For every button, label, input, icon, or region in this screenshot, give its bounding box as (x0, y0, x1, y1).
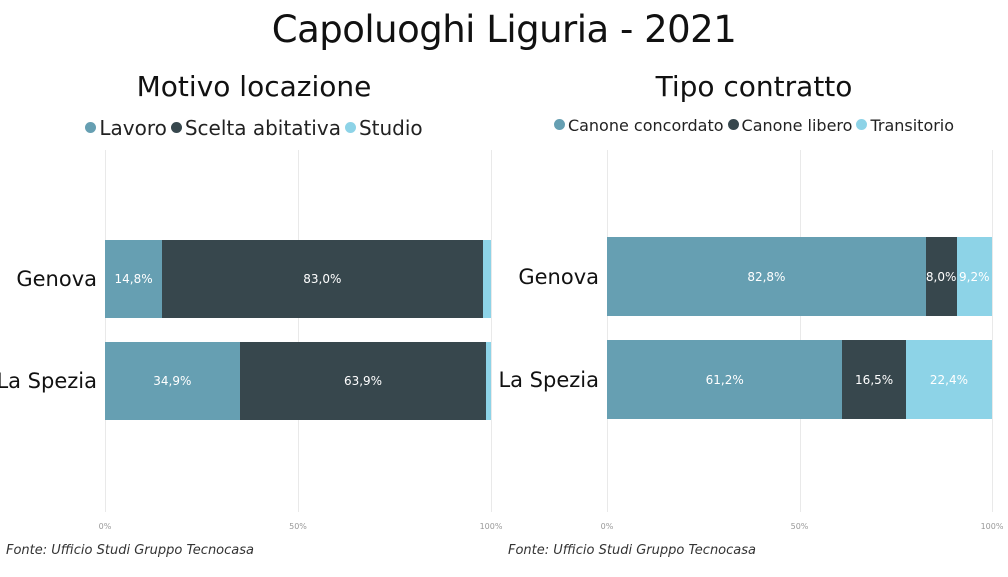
gridline (298, 150, 299, 512)
x-tick-label: 0% (600, 522, 614, 531)
chart-panel-tipo-contratto: Tipo contratto Canone concordato Canone l… (498, 0, 1008, 577)
chart-panel-motivo-locazione: Motivo locazione Lavoro Scelta abitativa S… (0, 70, 508, 558)
gridline (992, 150, 993, 512)
bar-segment[interactable]: 83,0% (162, 240, 483, 318)
category-label: La Spezia (498, 367, 599, 392)
plot-area: 0% 50% 100% Genova 82,8% 8,0% 9,2% La Spezia 61,… (498, 150, 1003, 531)
chart-title: Motivo locazione (136, 70, 372, 103)
bar-segment[interactable]: 16,5% (842, 340, 906, 419)
legend-marker-icon (85, 122, 97, 133)
data-label: 34,9% (153, 374, 192, 388)
bar-segment[interactable]: 8,0% (925, 237, 957, 316)
gridline (607, 150, 608, 512)
legend-item[interactable]: Transitorio (856, 116, 954, 135)
bar-segment[interactable] (482, 240, 491, 318)
data-label: 61,2% (705, 372, 744, 387)
x-tick-label: 100% (479, 522, 503, 531)
data-label: 22,4% (929, 372, 968, 387)
bar-segment[interactable]: 61,2% (607, 340, 843, 419)
bar-segment[interactable] (486, 342, 491, 420)
bar-segment[interactable]: 34,9% (105, 342, 240, 420)
legend-item[interactable]: Canone concordato (553, 116, 724, 135)
x-tick-label: 0% (98, 522, 112, 531)
plot-area: 0% 50% 100% Genova 14,8% 83,0% La Spezia 34,9% 6… (0, 150, 502, 531)
gridline (105, 150, 106, 512)
data-label: 82,8% (747, 269, 786, 284)
bar-row: Genova 14,8% 83,0% (16, 240, 491, 318)
category-label: La Spezia (0, 369, 97, 393)
legend-item[interactable]: Studio (344, 116, 423, 140)
category-label: Genova (16, 267, 97, 291)
legend-label: Studio (358, 116, 423, 140)
legend-marker-icon (553, 119, 565, 130)
legend-label: Transitorio (870, 116, 955, 135)
chart-legend: Canone concordato Canone libero Transitori… (500, 116, 1008, 135)
gridline (491, 150, 492, 512)
source-note: Fonte: Ufficio Studi Gruppo Tecnocasa (508, 543, 756, 558)
legend-marker-icon (727, 119, 739, 130)
bar-row: La Spezia 61,2% 16,5% 22,4% (498, 340, 992, 419)
data-label: 63,9% (343, 374, 383, 388)
main-title: Capoluoghi Liguria - 2021 (271, 8, 737, 51)
x-tick-label: 50% (289, 522, 307, 531)
bar-segment[interactable]: 63,9% (239, 342, 487, 420)
bar-segment[interactable]: 14,8% (105, 240, 163, 318)
gridline (799, 150, 801, 512)
x-tick-label: 50% (790, 522, 809, 531)
chart-legend: Lavoro Scelta abitativa Studio (0, 116, 508, 140)
legend-label: Canone concordato (567, 116, 724, 135)
legend-item[interactable]: Canone libero (727, 116, 853, 135)
bar-row: Genova 82,8% 8,0% 9,2% (518, 237, 992, 316)
bar-segment[interactable]: 22,4% (905, 340, 992, 419)
data-label: 83,0% (303, 272, 342, 286)
data-label: 16,5% (855, 372, 894, 387)
legend-item[interactable]: Lavoro (85, 116, 167, 140)
bar-segment[interactable]: 82,8% (607, 237, 926, 316)
x-tick-label: 100% (980, 522, 1004, 531)
data-label: 14,8% (114, 272, 153, 286)
chart-title: Tipo contratto (655, 70, 853, 103)
legend-label: Scelta abitativa (184, 116, 341, 140)
bar-segment[interactable]: 9,2% (956, 237, 992, 316)
data-label: 9,2% (959, 269, 990, 284)
legend-marker-icon (856, 119, 868, 130)
category-label: Genova (518, 264, 599, 289)
legend-label: Lavoro (99, 116, 167, 140)
data-label: 8,0% (925, 269, 957, 284)
legend-marker-icon (344, 122, 356, 133)
legend-item[interactable]: Scelta abitativa (170, 116, 341, 140)
legend-marker-icon (170, 122, 182, 133)
source-note: Fonte: Ufficio Studi Gruppo Tecnocasa (6, 543, 254, 558)
bar-row: La Spezia 34,9% 63,9% (0, 342, 491, 420)
legend-label: Canone libero (741, 116, 853, 135)
